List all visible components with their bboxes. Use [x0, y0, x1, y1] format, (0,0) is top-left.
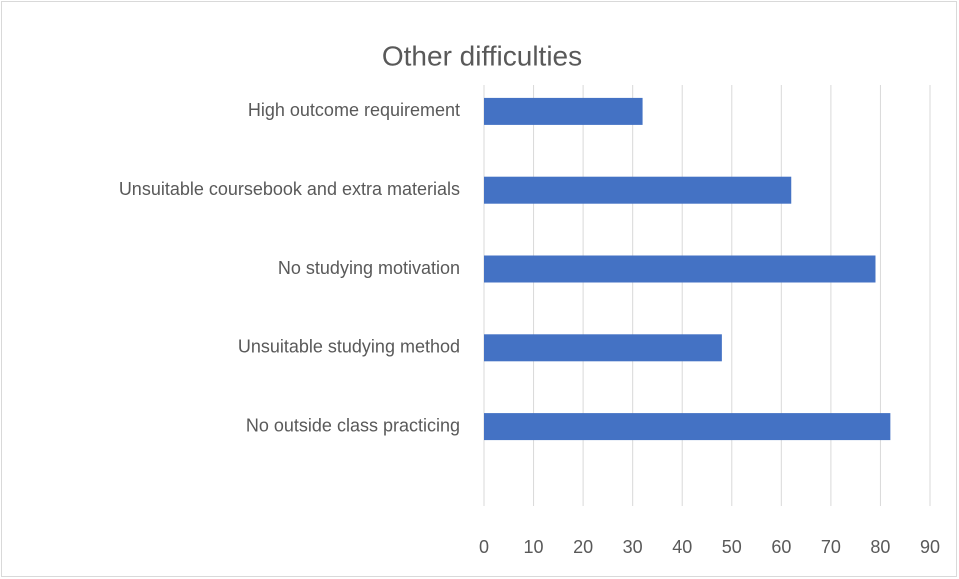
y-tick-label: Unsuitable coursebook and extra material…: [119, 179, 460, 199]
y-tick-label: Unsuitable studying method: [238, 337, 460, 357]
x-tick-label: 80: [870, 537, 890, 557]
x-tick-label: 10: [524, 537, 544, 557]
bar: [484, 334, 722, 362]
x-tick-label: 30: [623, 537, 643, 557]
chart-title: Other difficulties: [382, 40, 582, 71]
x-tick-label: 70: [821, 537, 841, 557]
x-tick-label: 0: [479, 537, 489, 557]
x-tick-label: 50: [722, 537, 742, 557]
bar: [484, 97, 643, 125]
x-tick-label: 60: [771, 537, 791, 557]
y-tick-label: High outcome requirement: [248, 100, 460, 120]
x-tick-label: 40: [672, 537, 692, 557]
bar: [484, 255, 876, 283]
bar: [484, 413, 891, 441]
x-tick-label: 90: [920, 537, 940, 557]
bar: [484, 176, 792, 204]
x-tick-label: 20: [573, 537, 593, 557]
y-tick-label: No outside class practicing: [246, 415, 460, 435]
y-tick-label: No studying motivation: [278, 258, 460, 278]
